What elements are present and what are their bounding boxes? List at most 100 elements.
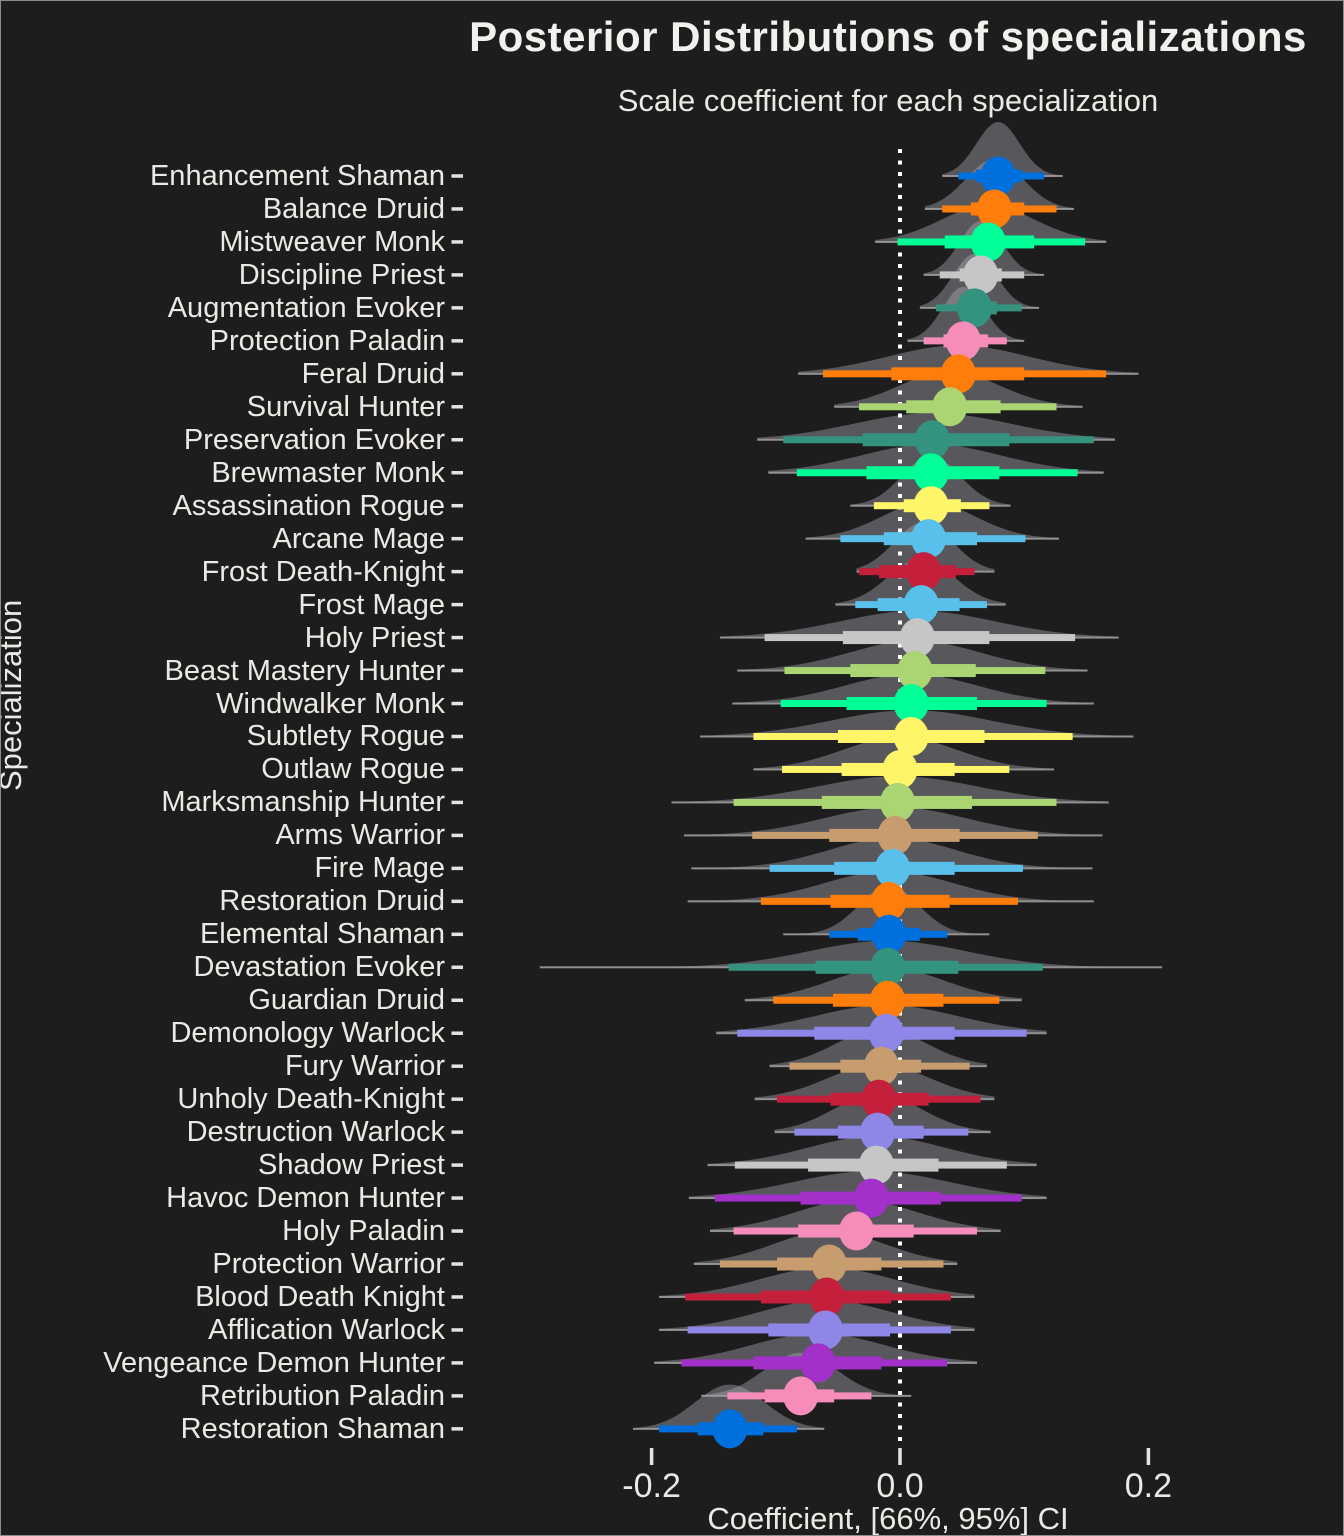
row-geom-demonology-warlock	[716, 1013, 1047, 1053]
median-dot	[940, 354, 976, 394]
median-dot	[913, 453, 949, 493]
y-tick	[451, 800, 463, 805]
row-geom-discipline-priest	[923, 255, 1045, 295]
median-dot	[860, 1112, 896, 1152]
row-geom-feral-druid	[798, 354, 1139, 394]
row-geom-retribution-paladin	[701, 1376, 912, 1416]
row-label-arcane-mage: Arcane Mage	[272, 522, 446, 555]
y-tick	[451, 734, 463, 739]
row-label-restoration-druid: Restoration Druid	[219, 885, 445, 918]
y-tick	[451, 405, 463, 409]
row-label-outlaw-rogue: Outlaw Rogue	[261, 753, 445, 786]
row-label-frost-death-knight: Frost Death-Knight	[201, 555, 445, 588]
row-geom-augmentation-evoker	[919, 288, 1040, 328]
median-dot	[870, 947, 906, 987]
row-geom-protection-paladin	[907, 321, 1025, 361]
median-dot	[861, 1079, 897, 1119]
row-label-feral-druid: Feral Druid	[301, 357, 445, 390]
median-dot	[783, 1376, 819, 1416]
row-geom-enhancement-shaman	[942, 156, 1063, 196]
row-geom-elemental-shaman	[783, 914, 990, 954]
median-dot	[911, 519, 947, 559]
row-geom-restoration-druid	[687, 881, 1094, 921]
row-geom-frost-mage	[835, 585, 1006, 625]
x-tick-label: 0.0	[876, 1467, 924, 1505]
density-enhancement-shaman	[942, 122, 1063, 176]
y-tick	[451, 866, 463, 871]
median-dot	[811, 1244, 847, 1284]
x-tick	[649, 1448, 654, 1465]
y-tick	[451, 503, 463, 508]
x-tick	[1146, 1448, 1151, 1465]
y-tick	[451, 833, 463, 838]
median-dot	[903, 585, 939, 625]
median-dot	[712, 1409, 748, 1449]
row-label-arms-warrior: Arms Warrior	[275, 819, 445, 852]
median-dot	[870, 980, 906, 1020]
chart-title: Posterior Distributions of specializatio…	[469, 13, 1307, 60]
median-dot	[963, 255, 999, 295]
row-geom-holy-priest	[719, 618, 1119, 658]
x-axis-label: Coefficient, [66%, 95%] CI	[707, 1501, 1069, 1536]
row-geom-assassination-rogue	[850, 486, 1011, 526]
row-label-protection-paladin: Protection Paladin	[209, 324, 445, 357]
y-tick	[451, 1394, 463, 1398]
row-geom-devastation-evoker	[539, 947, 1163, 987]
y-tick	[451, 701, 463, 706]
y-tick	[451, 998, 463, 1002]
row-label-unholy-death-knight: Unholy Death-Knight	[177, 1083, 445, 1116]
row-geom-balance-druid	[924, 189, 1074, 229]
median-dot	[913, 486, 949, 526]
row-label-mistweaver-monk: Mistweaver Monk	[219, 225, 445, 258]
median-dot	[875, 848, 911, 888]
median-dot	[899, 618, 935, 658]
row-geom-outlaw-rogue	[753, 749, 1055, 789]
row-label-subtlety-rogue: Subtlety Rogue	[246, 720, 445, 753]
row-geom-destruction-warlock	[774, 1112, 991, 1152]
row-label-holy-priest: Holy Priest	[304, 621, 445, 654]
row-geom-mistweaver-monk	[875, 222, 1107, 262]
y-tick	[451, 174, 463, 178]
row-geom-holy-paladin	[709, 1211, 1001, 1251]
row-label-windwalker-monk: Windwalker Monk	[216, 687, 445, 720]
row-label-enhancement-shaman: Enhancement Shaman	[149, 160, 445, 192]
row-label-demonology-warlock: Demonology Warlock	[170, 1017, 445, 1050]
y-tick	[451, 1163, 463, 1167]
y-tick	[451, 240, 463, 244]
median-dot	[877, 815, 913, 855]
median-dot	[871, 914, 907, 954]
row-geom-marksmanship-hunter	[671, 782, 1109, 822]
row-geom-havoc-demon-hunter	[688, 1178, 1047, 1218]
y-tick	[451, 668, 463, 673]
row-label-restoration-shaman: Restoration Shaman	[180, 1412, 445, 1445]
median-dot	[897, 651, 933, 691]
row-geom-protection-warrior	[693, 1244, 958, 1284]
row-geom-arcane-mage	[805, 519, 1059, 559]
median-dot	[839, 1211, 875, 1251]
row-label-beast-mastery-hunter: Beast Mastery Hunter	[164, 654, 445, 687]
y-tick	[451, 965, 463, 970]
y-tick	[451, 372, 463, 376]
y-tick	[451, 1328, 463, 1332]
median-dot	[957, 288, 993, 328]
density-restoration-shaman	[633, 1384, 825, 1429]
x-tick	[898, 1448, 902, 1465]
y-tick	[451, 273, 463, 277]
y-tick	[451, 1097, 463, 1101]
row-label-destruction-warlock: Destruction Warlock	[186, 1116, 445, 1149]
x-tick-label: 0.2	[1124, 1467, 1173, 1505]
row-geom-windwalker-monk	[732, 684, 1094, 724]
row-label-brewmaster-monk: Brewmaster Monk	[211, 456, 445, 489]
median-dot	[807, 1310, 843, 1350]
row-label-elemental-shaman: Elemental Shaman	[199, 918, 445, 951]
y-tick	[451, 1031, 463, 1035]
y-tick	[451, 1064, 463, 1068]
median-dot	[893, 716, 929, 756]
y-tick	[451, 207, 463, 211]
median-dot	[893, 684, 929, 724]
y-tick	[451, 1196, 463, 1200]
row-geom-vengeance-demon-hunter	[654, 1343, 978, 1383]
row-geom-fury-warrior	[769, 1046, 987, 1086]
